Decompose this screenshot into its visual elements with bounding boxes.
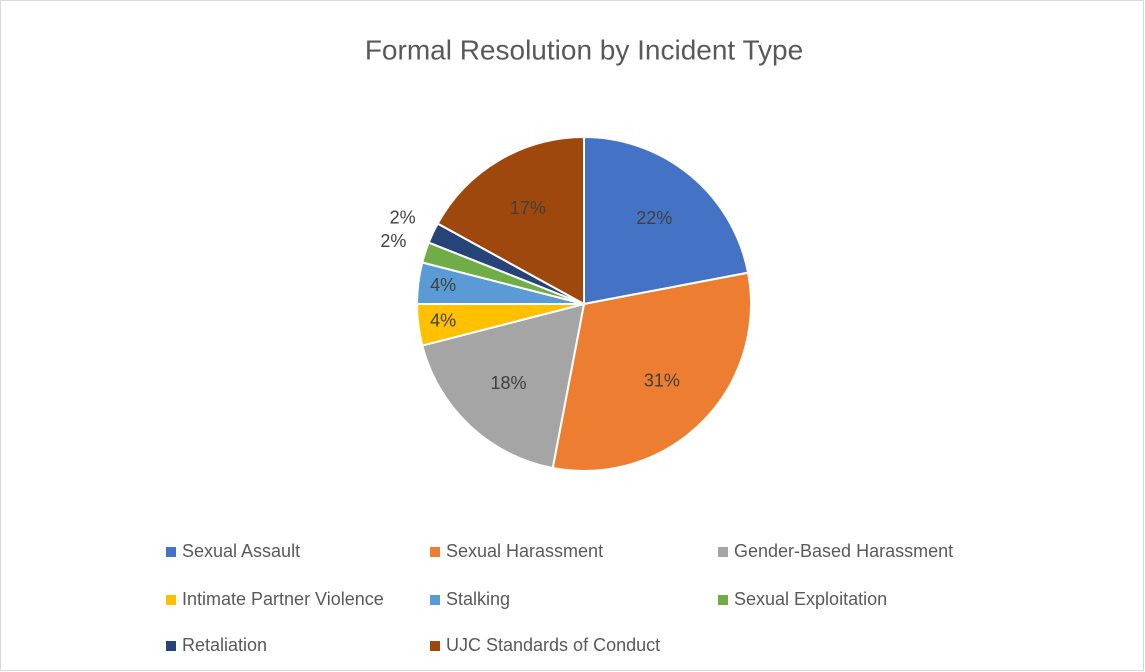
data-label: 22% bbox=[636, 208, 672, 228]
data-label: 18% bbox=[491, 373, 527, 393]
data-label: 31% bbox=[644, 371, 680, 391]
pie-slice bbox=[583, 135, 750, 306]
legend-label: Intimate Partner Violence bbox=[182, 589, 384, 609]
legend-marker bbox=[718, 547, 728, 557]
data-label: 4% bbox=[430, 311, 456, 331]
legend-marker bbox=[166, 641, 176, 651]
legend-label: UJC Standards of Conduct bbox=[446, 635, 660, 655]
legend-marker bbox=[166, 595, 176, 605]
legend-label: Sexual Assault bbox=[182, 541, 300, 561]
chart-title: Formal Resolution by Incident Type bbox=[365, 34, 803, 65]
legend-marker bbox=[718, 595, 728, 605]
data-label: 2% bbox=[380, 231, 406, 251]
data-label: 4% bbox=[430, 275, 456, 295]
legend-marker bbox=[430, 547, 440, 557]
data-label: 2% bbox=[390, 207, 416, 227]
legend-marker bbox=[430, 595, 440, 605]
pie-slice bbox=[436, 135, 585, 306]
legend-marker bbox=[430, 641, 440, 651]
legend-label: Stalking bbox=[446, 589, 510, 609]
legend-marker bbox=[166, 547, 176, 557]
data-label: 17% bbox=[510, 198, 546, 218]
legend-label: Retaliation bbox=[182, 635, 267, 655]
legend-label: Sexual Harassment bbox=[446, 541, 603, 561]
legend-label: Gender-Based Harassment bbox=[734, 541, 953, 561]
legend-label: Sexual Exploitation bbox=[734, 589, 887, 609]
pie-slice bbox=[551, 271, 752, 472]
pie-slice bbox=[421, 302, 586, 470]
